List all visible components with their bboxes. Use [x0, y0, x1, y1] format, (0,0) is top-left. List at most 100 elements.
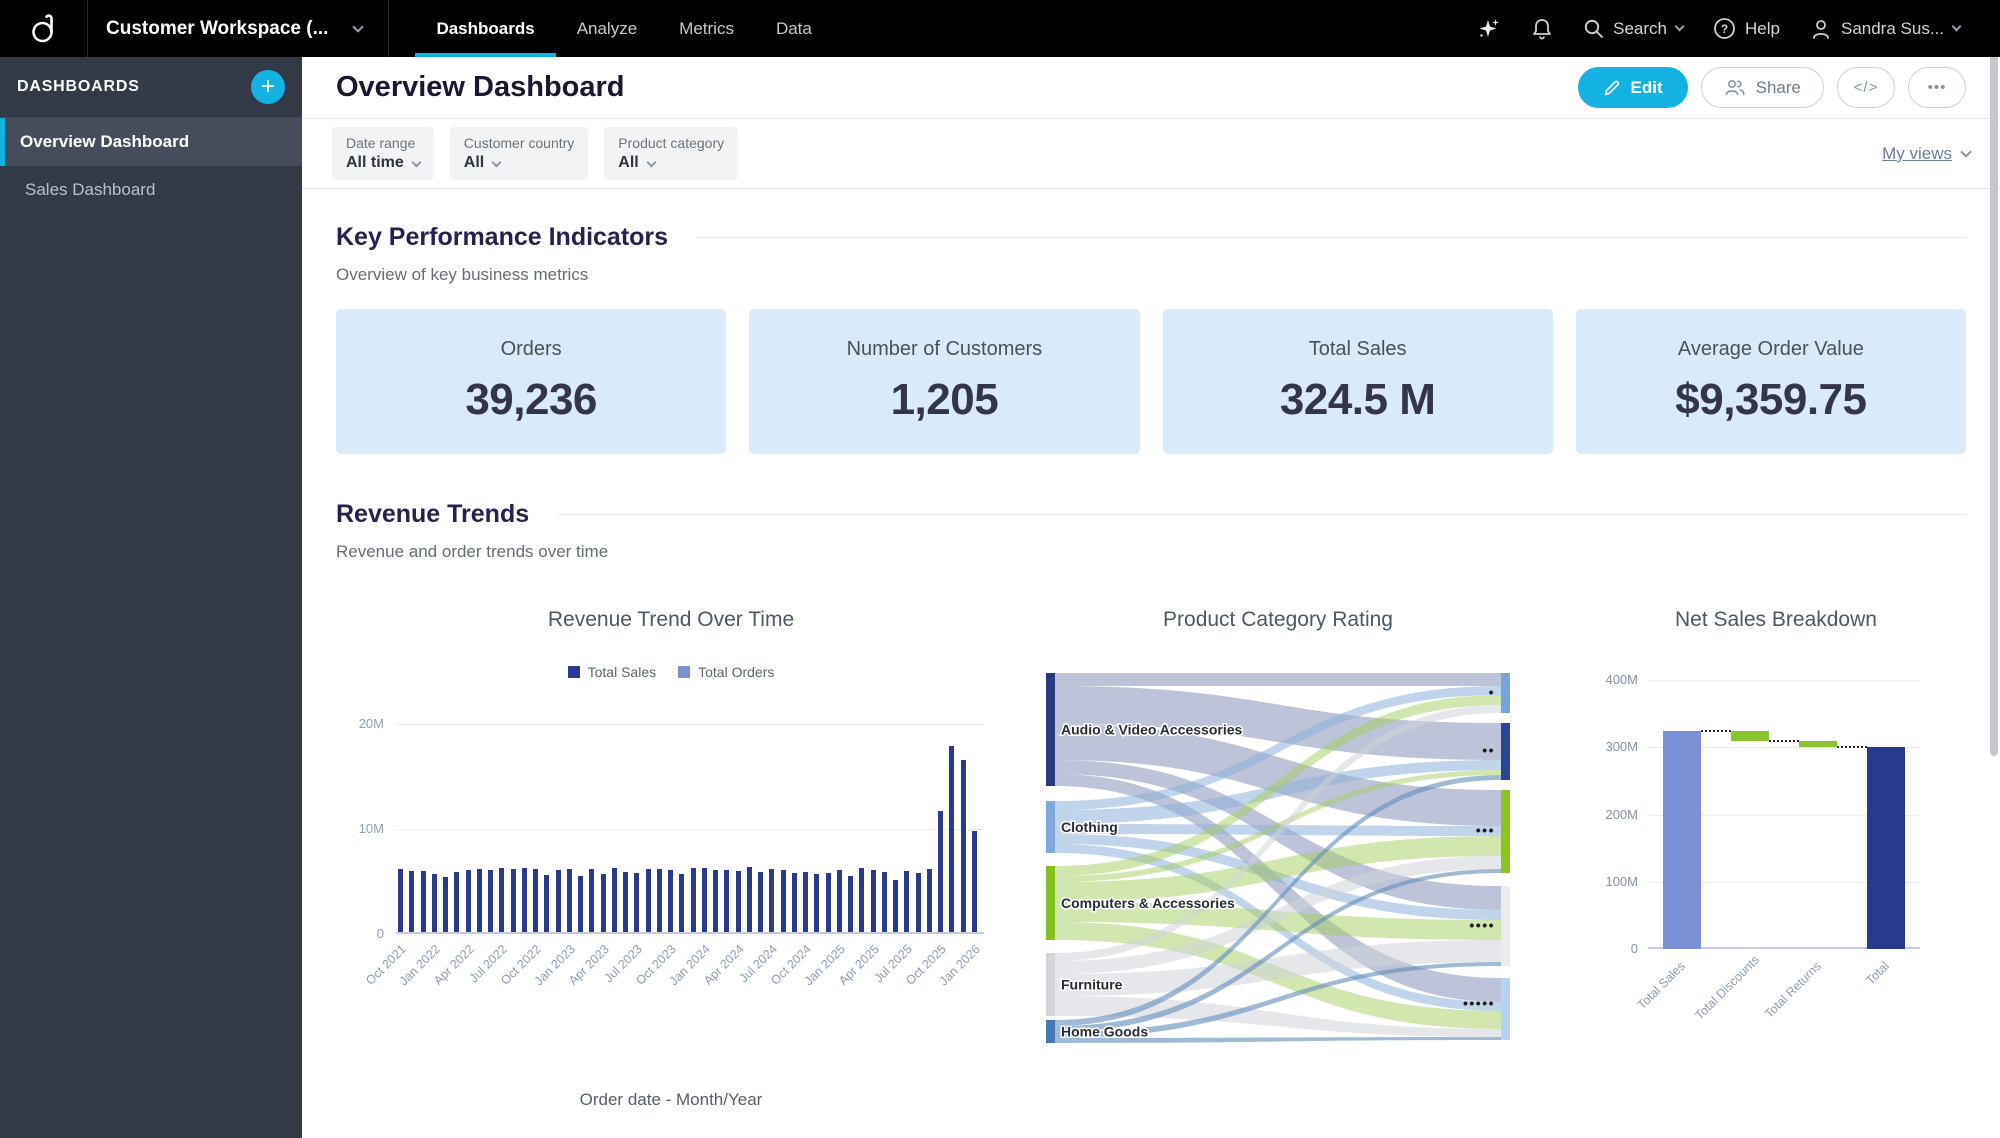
sankey-node-label: Audio & Video Accessories — [1061, 722, 1242, 738]
help-button[interactable]: ? Help — [1713, 17, 1780, 40]
y-axis-label: 0 — [1586, 941, 1638, 956]
waterfall-connector — [1769, 740, 1799, 742]
kpi-card-total-sales[interactable]: Total Sales 324.5 M — [1163, 309, 1553, 454]
y-axis-label: 200M — [1586, 807, 1638, 822]
kpi-card-avg-order-value[interactable]: Average Order Value $9,359.75 — [1576, 309, 1966, 454]
bar — [668, 870, 673, 932]
chart-revenue-trend[interactable]: Revenue Trend Over Time Total SalesTotal… — [336, 608, 1006, 1110]
share-button[interactable]: Share — [1701, 67, 1824, 108]
search-label: Search — [1613, 19, 1667, 39]
nav-data[interactable]: Data — [755, 0, 833, 57]
sidebar-header: DASHBOARDS + — [0, 57, 302, 118]
sankey-diagram: Audio & Video AccessoriesClothingCompute… — [1038, 668, 1518, 1053]
sankey-node[interactable] — [1501, 723, 1510, 780]
sankey-node[interactable] — [1046, 1020, 1055, 1043]
bar — [544, 875, 549, 932]
waterfall-bar[interactable] — [1799, 741, 1837, 747]
nav-metrics[interactable]: Metrics — [658, 0, 755, 57]
dashboards-sidebar: DASHBOARDS + Overview Dashboard Sales Da… — [0, 57, 302, 1138]
user-menu[interactable]: Sandra Sus... — [1810, 17, 1960, 40]
user-icon — [1810, 17, 1832, 40]
section-subtitle-kpi: Overview of key business metrics — [336, 265, 1966, 285]
legend-swatch — [568, 666, 580, 678]
bar — [736, 871, 741, 932]
more-options-button[interactable]: ••• — [1908, 67, 1966, 108]
kpi-card-orders[interactable]: Orders 39,236 — [336, 309, 726, 454]
embed-code-button[interactable]: </> — [1837, 67, 1895, 108]
workspace-selector[interactable]: Customer Workspace (... — [88, 0, 389, 57]
notifications-button[interactable] — [1531, 17, 1553, 41]
bar — [522, 868, 527, 932]
filter-customer-country[interactable]: Customer country All — [450, 127, 588, 180]
sankey-node-label: Home Goods — [1061, 1024, 1148, 1040]
filter-label: Product category — [618, 135, 724, 151]
y-axis-label: 0 — [336, 926, 384, 941]
pencil-icon — [1603, 79, 1621, 97]
gridline — [396, 724, 984, 725]
dashboard-content: Key Performance Indicators Overview of k… — [302, 223, 2000, 1110]
sankey-node[interactable] — [1046, 673, 1055, 786]
bar — [567, 869, 572, 932]
my-views-dropdown[interactable]: My views — [1882, 144, 1970, 164]
sidebar-item-overview-dashboard[interactable]: Overview Dashboard — [0, 118, 302, 166]
my-views-label: My views — [1882, 144, 1952, 164]
bar — [961, 760, 966, 932]
sankey-node[interactable] — [1046, 866, 1055, 940]
bar — [949, 746, 954, 932]
sankey-node[interactable] — [1046, 801, 1055, 853]
ai-assistant-button[interactable] — [1477, 17, 1501, 41]
chart-legend: Total SalesTotal Orders — [336, 664, 1006, 680]
chevron-down-icon — [353, 21, 364, 32]
scrollbar[interactable] — [1989, 0, 1998, 1138]
bell-icon — [1531, 17, 1553, 41]
sankey-rating-label: •••• — [1469, 917, 1495, 933]
bar — [803, 872, 808, 932]
x-tick-label: Total Returns — [1760, 959, 1824, 1023]
section-subtitle-trends: Revenue and order trends over time — [336, 542, 1966, 562]
bar — [398, 869, 403, 932]
main-area: Overview Dashboard Edit Share — [302, 57, 2000, 1138]
y-axis-label: 20M — [336, 716, 384, 731]
user-name: Sandra Sus... — [1841, 19, 1944, 39]
section-divider — [696, 237, 1966, 238]
filter-label: Date range — [346, 135, 420, 151]
sankey-rating-label: • — [1489, 684, 1495, 700]
scrollbar-thumb[interactable] — [1990, 8, 1998, 756]
bar — [646, 869, 651, 932]
chart-title: Net Sales Breakdown — [1586, 608, 1966, 634]
waterfall-bar[interactable] — [1867, 747, 1905, 949]
sankey-node[interactable] — [1046, 953, 1055, 1016]
edit-button[interactable]: Edit — [1578, 67, 1688, 108]
filter-product-category[interactable]: Product category All — [604, 127, 738, 180]
add-dashboard-button[interactable]: + — [251, 70, 285, 104]
bar — [634, 873, 639, 932]
bar — [409, 871, 414, 932]
filter-date-range[interactable]: Date range All time — [332, 127, 434, 180]
chart-category-rating[interactable]: Product Category Rating Audio & Video Ac… — [1038, 608, 1518, 1110]
section-revenue-trends: Revenue Trends Revenue and order trends … — [336, 500, 1966, 1110]
chart-net-sales-breakdown[interactable]: Net Sales Breakdown 0100M200M300M400MTot… — [1586, 608, 1966, 1110]
sankey-node[interactable] — [1501, 886, 1510, 966]
search-icon — [1583, 18, 1604, 39]
bar — [781, 870, 786, 932]
x-axis-line — [396, 932, 984, 934]
bar — [769, 869, 774, 932]
waterfall-bar[interactable] — [1731, 731, 1769, 741]
sankey-node[interactable] — [1501, 673, 1510, 713]
nav-analyze[interactable]: Analyze — [556, 0, 658, 57]
kpi-card-customers[interactable]: Number of Customers 1,205 — [749, 309, 1139, 454]
sankey-node[interactable] — [1501, 978, 1510, 1040]
bar — [691, 868, 696, 932]
logo-icon — [29, 13, 59, 45]
gooddata-logo[interactable] — [0, 0, 88, 57]
sankey-node[interactable] — [1501, 790, 1510, 873]
header-actions: Edit Share </> ••• — [1578, 67, 1966, 108]
chevron-down-icon — [411, 157, 421, 167]
bar — [871, 870, 876, 932]
bar — [702, 868, 707, 932]
sidebar-item-sales-dashboard[interactable]: Sales Dashboard — [0, 166, 302, 214]
nav-dashboards[interactable]: Dashboards — [415, 0, 555, 57]
share-label: Share — [1756, 78, 1801, 98]
waterfall-bar[interactable] — [1663, 731, 1701, 949]
search-button[interactable]: Search — [1583, 18, 1683, 39]
